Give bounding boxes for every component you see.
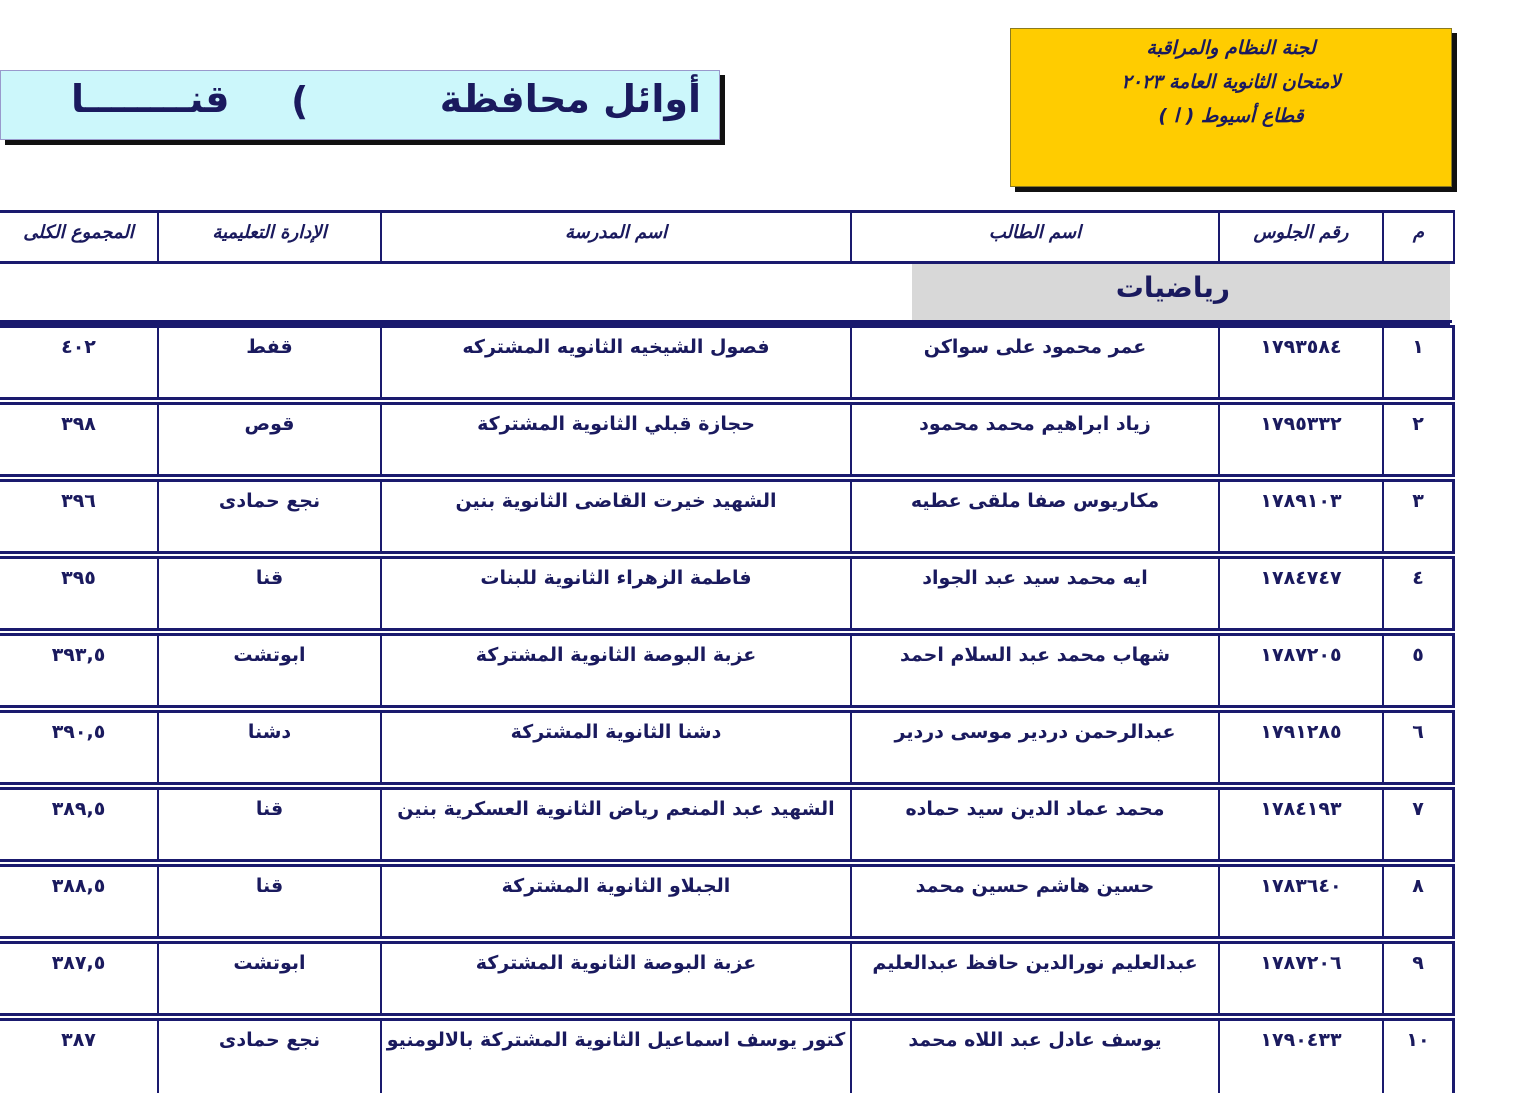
table-row: ٣ ١٧٨٩١٠٣ مكاريوس صفا ملقى عطيه الشهيد خيرت… xyxy=(0,474,1455,554)
committee-line-3: قطاع أسيوط ( ا ) xyxy=(1158,105,1304,127)
cell-seat: ١٧٨٤١٩٣ xyxy=(1218,790,1382,862)
title-paren: ( xyxy=(291,79,309,123)
cell-student: زياد ابراهيم محمد محمود xyxy=(850,405,1218,477)
cell-student: محمد عماد الدين سيد حماده xyxy=(850,790,1218,862)
page-title: أوائل محافظة ( قنــــــــا xyxy=(0,70,720,140)
cell-school: فاطمة الزهراء الثانوية للبنات xyxy=(380,559,850,631)
cell-admin: دشنا xyxy=(157,713,380,785)
cell-index: ٧ xyxy=(1382,790,1452,862)
cell-seat: ١٧٩٣٥٨٤ xyxy=(1218,328,1382,400)
table-row: ٢ ١٧٩٥٣٣٢ زياد ابراهيم محمد محمود حجازة قبل… xyxy=(0,397,1455,477)
header-seat: رقم الجلوس xyxy=(1218,213,1382,261)
cell-admin: قنا xyxy=(157,867,380,939)
table-row: ١٠ ١٧٩٠٤٣٣ يوسف عادل عبد اللاه محمد كتور يو… xyxy=(0,1013,1455,1093)
cell-admin: نجع حمادى xyxy=(157,482,380,554)
cell-school: حجازة قبلي الثانوية المشتركة xyxy=(380,405,850,477)
cell-total: ٤٠٢ xyxy=(61,336,96,358)
cell-seat: ١٧٩٥٣٣٢ xyxy=(1218,405,1382,477)
cell-seat: ١٧٩٠٤٣٣ xyxy=(1218,1021,1382,1093)
cell-admin: ابوتشت xyxy=(157,636,380,708)
subject-label: رياضيات xyxy=(912,264,1450,322)
table-row: ٥ ١٧٨٧٢٠٥ شهاب محمد عبد السلام احمد عزبة ال… xyxy=(0,628,1455,708)
cell-seat: ١٧٨٧٢٠٥ xyxy=(1218,636,1382,708)
cell-school: الشهيد خيرت القاضى الثانوية بنين xyxy=(380,482,850,554)
table-row: ١ ١٧٩٣٥٨٤ عمر محمود على سواكن فصول الشيخيه … xyxy=(0,320,1455,400)
cell-admin: قوص xyxy=(157,405,380,477)
table-row: ٧ ١٧٨٤١٩٣ محمد عماد الدين سيد حماده الشهيد … xyxy=(0,782,1455,862)
cell-total: ٣٩٥ xyxy=(61,567,96,589)
cell-total: ٣٩٠,٥ xyxy=(51,721,106,743)
cell-index: ٦ xyxy=(1382,713,1452,785)
cell-index: ٨ xyxy=(1382,867,1452,939)
cell-admin: قنا xyxy=(157,790,380,862)
cell-student: شهاب محمد عبد السلام احمد xyxy=(850,636,1218,708)
cell-school: فصول الشيخيه الثانويه المشتركه xyxy=(380,328,850,400)
committee-line-1: لجنة النظام والمراقبة xyxy=(1146,37,1316,59)
cell-index: ٢ xyxy=(1382,405,1452,477)
cell-school: دشنا الثانوية المشتركة xyxy=(380,713,850,785)
cell-total: ٣٨٧ xyxy=(61,1029,96,1051)
cell-school: الجبلاو الثانوية المشتركة xyxy=(380,867,850,939)
cell-student: يوسف عادل عبد اللاه محمد xyxy=(850,1021,1218,1093)
table-row: ٦ ١٧٩١٢٨٥ عبدالرحمن دردير موسى دردير دشنا ا… xyxy=(0,705,1455,785)
title-prefix: أوائل محافظة xyxy=(439,77,701,121)
cell-school: عزبة البوصة الثانوية المشتركة xyxy=(380,944,850,1016)
cell-school: كتور يوسف اسماعيل الثانوية المشتركة بالا… xyxy=(380,1021,850,1093)
cell-school: الشهيد عبد المنعم رياض الثانوية العسكرية… xyxy=(380,790,850,862)
cell-admin: ابوتشت xyxy=(157,944,380,1016)
cell-student: حسين هاشم حسين محمد xyxy=(850,867,1218,939)
cell-index: ٩ xyxy=(1382,944,1452,1016)
header-admin: الإدارة التعليمية xyxy=(157,213,380,261)
committee-line-2: لامتحان الثانوية العامة ٢٠٢٣ xyxy=(1121,71,1341,93)
cell-index: ١ xyxy=(1382,328,1452,400)
cell-admin: قنا xyxy=(157,559,380,631)
cell-school: عزبة البوصة الثانوية المشتركة xyxy=(380,636,850,708)
cell-total: ٣٨٧,٥ xyxy=(51,952,106,974)
table-row: ٤ ١٧٨٤٧٤٧ ايه محمد سيد عبد الجواد فاطمة الز… xyxy=(0,551,1455,631)
cell-total: ٣٨٨,٥ xyxy=(51,875,106,897)
cell-student: عبدالرحمن دردير موسى دردير xyxy=(850,713,1218,785)
cell-student: ايه محمد سيد عبد الجواد xyxy=(850,559,1218,631)
committee-box: لجنة النظام والمراقبة لامتحان الثانوية ا… xyxy=(1010,28,1452,187)
cell-student: مكاريوس صفا ملقى عطيه xyxy=(850,482,1218,554)
cell-seat: ١٧٨٣٦٤٠ xyxy=(1218,867,1382,939)
cell-index: ٣ xyxy=(1382,482,1452,554)
cell-seat: ١٧٨٧٢٠٦ xyxy=(1218,944,1382,1016)
cell-total: ٣٨٩,٥ xyxy=(51,798,106,820)
cell-seat: ١٧٨٩١٠٣ xyxy=(1218,482,1382,554)
cell-index: ٥ xyxy=(1382,636,1452,708)
divider xyxy=(0,322,1450,325)
title-governorate: قنــــــــا xyxy=(71,77,230,121)
cell-student: عمر محمود على سواكن xyxy=(850,328,1218,400)
cell-admin: قفط xyxy=(157,328,380,400)
cell-admin: نجع حمادى xyxy=(157,1021,380,1093)
header-index: م xyxy=(1382,213,1455,261)
cell-student: عبدالعليم نورالدين حافظ عبدالعليم xyxy=(850,944,1218,1016)
cell-index: ٤ xyxy=(1382,559,1452,631)
table-header: م رقم الجلوس اسم الطالب اسم المدرسة الإد… xyxy=(0,210,1455,264)
cell-index: ١٠ xyxy=(1382,1021,1452,1093)
header-student: اسم الطالب xyxy=(850,213,1218,261)
header-school: اسم المدرسة xyxy=(380,213,850,261)
cell-seat: ١٧٩١٢٨٥ xyxy=(1218,713,1382,785)
table-row: ٨ ١٧٨٣٦٤٠ حسين هاشم حسين محمد الجبلاو الثان… xyxy=(0,859,1455,939)
cell-total: ٣٩٣,٥ xyxy=(51,644,106,666)
cell-total: ٣٩٨ xyxy=(61,413,96,435)
table-row: ٩ ١٧٨٧٢٠٦ عبدالعليم نورالدين حافظ عبدالعلي… xyxy=(0,936,1455,1016)
header-total: المجموع الكلى xyxy=(23,222,134,243)
cell-seat: ١٧٨٤٧٤٧ xyxy=(1218,559,1382,631)
cell-total: ٣٩٦ xyxy=(61,490,96,512)
